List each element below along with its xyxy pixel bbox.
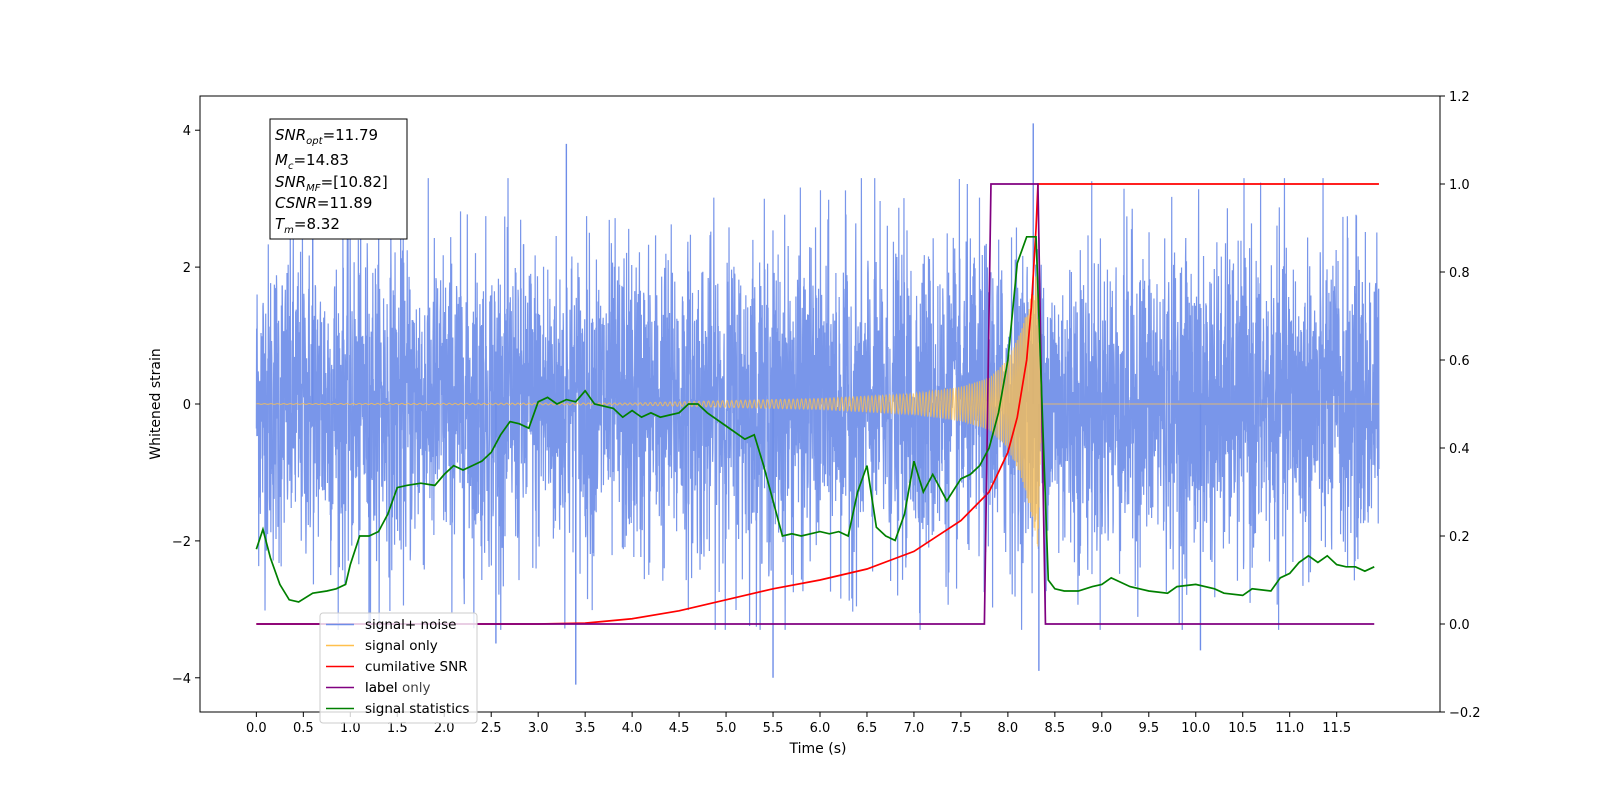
y-tick-label-4: −4 <box>172 672 191 687</box>
y-tick-label-2: 0 <box>183 398 191 413</box>
x-tick-label-11: 5.5 <box>763 721 784 736</box>
y2-tick-label-3: 0.6 <box>1449 354 1470 369</box>
x-tick-label-13: 6.5 <box>857 721 878 736</box>
x-tick-label-5: 2.5 <box>481 721 502 736</box>
series-signal-noise <box>255 178 1380 630</box>
y2-tick-label-5: 0.2 <box>1449 530 1470 545</box>
x-tick-label-2: 1.0 <box>340 721 361 736</box>
legend-label-label: label <box>365 680 398 696</box>
x-axis-label: Time (s) <box>789 741 847 757</box>
x-tick-label-6: 3.0 <box>528 721 549 736</box>
x-tick-label-0: 0.0 <box>246 721 267 736</box>
info-tm: Tm=8.32 <box>275 215 340 236</box>
x-tick-label-10: 5.0 <box>716 721 737 736</box>
x-tick-label-19: 9.5 <box>1138 721 1159 736</box>
x-tick-label-14: 7.0 <box>904 721 925 736</box>
series-cumulative-snr <box>256 183 1379 625</box>
x-tick-label-9: 4.5 <box>669 721 690 736</box>
y-tick-label-3: −2 <box>172 535 191 550</box>
legend-label-signal-statistics: signal statistics <box>365 701 469 717</box>
y-axis-left: 4 2 0 −2 −4 <box>172 124 200 687</box>
info-snr-mf: SNRMF=[10.82] <box>275 173 388 194</box>
x-tick-label-23: 11.5 <box>1322 721 1351 736</box>
x-tick-label-18: 9.0 <box>1091 721 1112 736</box>
legend-label-signal-noise: signal+ noise <box>365 617 456 633</box>
x-axis: 0.0 0.5 1.0 1.5 2.0 2.5 3.0 3.5 4.0 4.5 5.0 5.5 6.0 6… <box>246 712 1351 736</box>
series-layer <box>255 123 1380 685</box>
legend: signal+ noise signal only cumilative SNR… <box>319 612 478 724</box>
legend-label-signal-only: signal only <box>365 638 438 654</box>
y-axis-right: 1.2 1.0 0.8 0.6 0.4 0.2 0.0 −0.2 <box>1440 90 1481 721</box>
x-tick-label-3: 1.5 <box>387 721 408 736</box>
y2-tick-label-6: 0.0 <box>1449 618 1470 633</box>
y2-tick-label-2: 0.8 <box>1449 266 1470 281</box>
x-tick-label-1: 0.5 <box>293 721 314 736</box>
x-tick-label-22: 11.0 <box>1275 721 1304 736</box>
legend-frame <box>319 612 478 724</box>
info-box-frame <box>269 118 408 240</box>
y2-tick-label-7: −0.2 <box>1449 706 1481 721</box>
y-tick-label-1: 2 <box>183 261 191 276</box>
x-tick-label-7: 3.5 <box>575 721 596 736</box>
x-tick-label-12: 6.0 <box>810 721 831 736</box>
x-tick-label-21: 10.5 <box>1228 721 1257 736</box>
series-signal-only <box>256 276 1379 547</box>
info-mc: Mc=14.83 <box>275 151 349 172</box>
y2-tick-label-1: 1.0 <box>1449 178 1470 193</box>
x-tick-label-16: 8.0 <box>998 721 1019 736</box>
series-signal-statistics <box>255 235 1375 603</box>
y2-tick-label-0: 1.2 <box>1449 90 1470 105</box>
info-csnr: CSNR=11.89 <box>275 194 372 212</box>
x-tick-label-8: 4.0 <box>622 721 643 736</box>
series-label <box>256 183 1375 625</box>
y2-tick-label-4: 0.4 <box>1449 442 1470 457</box>
x-tick-label-17: 8.5 <box>1045 721 1066 736</box>
info-box: SNRopt=11.79 Mc=14.83 SNRMF=[10.82] CSNR… <box>269 118 408 240</box>
x-tick-label-4: 2.0 <box>434 721 455 736</box>
x-tick-label-20: 10.0 <box>1181 721 1210 736</box>
legend-label-cumulative-snr: cumilative SNR <box>365 659 468 675</box>
x-tick-label-15: 7.5 <box>951 721 972 736</box>
legend-label-label-only: label only <box>365 680 431 696</box>
info-snr-opt: SNRopt=11.79 <box>275 126 378 147</box>
y-tick-label-0: 4 <box>183 124 191 139</box>
y-axis-label: Whitened strain <box>148 348 164 459</box>
